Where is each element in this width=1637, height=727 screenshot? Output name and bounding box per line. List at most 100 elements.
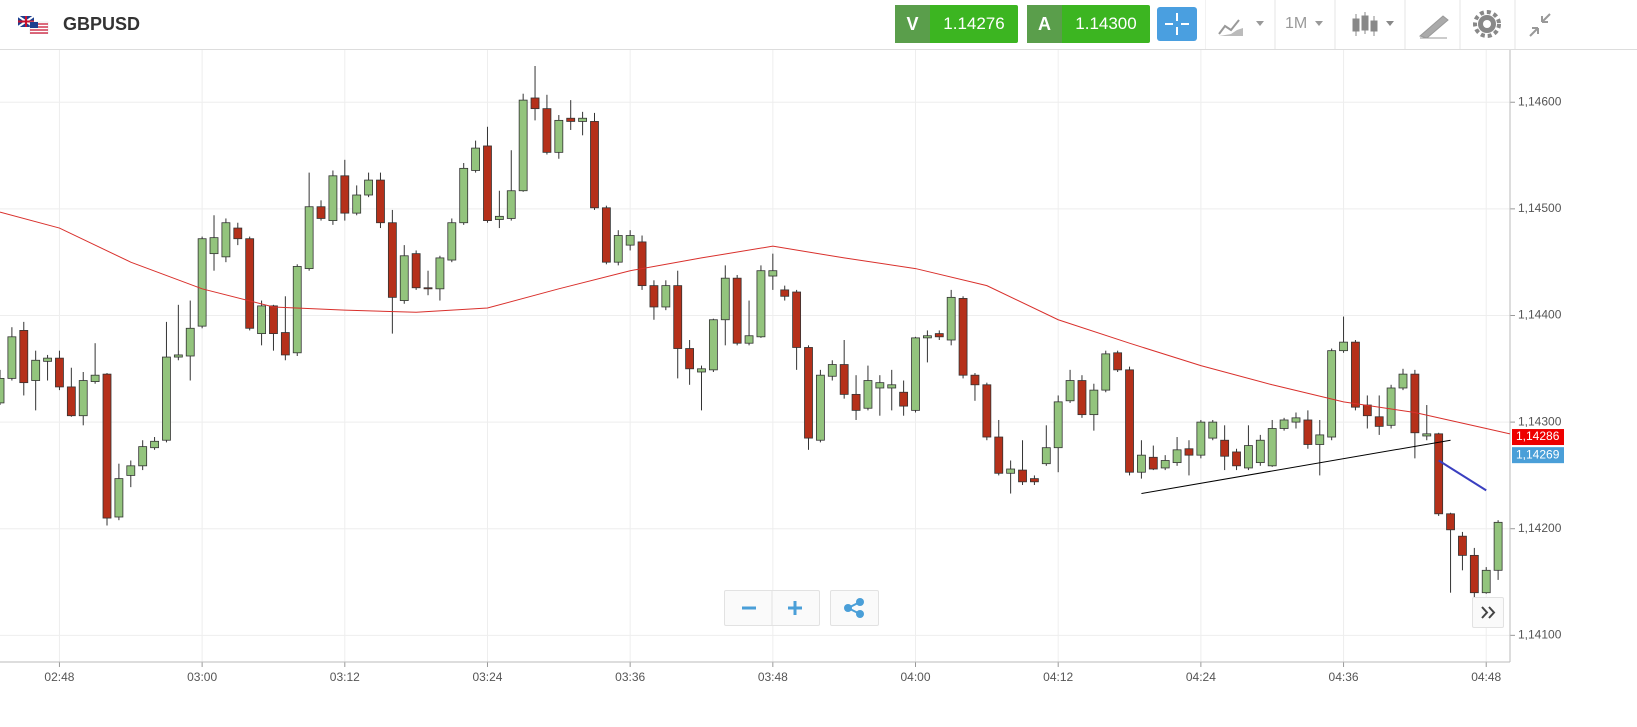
candle-body bbox=[685, 348, 695, 370]
candle-body bbox=[340, 175, 350, 214]
candle-body bbox=[756, 270, 766, 338]
sell-button[interactable]: V 1.14276 bbox=[895, 5, 1018, 43]
candle-body bbox=[185, 327, 195, 357]
candle-body bbox=[78, 380, 88, 417]
share-icon bbox=[844, 598, 864, 618]
candle-body bbox=[411, 253, 421, 289]
candle-body bbox=[613, 235, 623, 263]
candle-body bbox=[114, 478, 124, 518]
candle-body bbox=[1113, 352, 1123, 371]
crosshair-button[interactable] bbox=[1157, 7, 1197, 41]
candle-body bbox=[1172, 449, 1182, 464]
candle-body bbox=[483, 145, 492, 221]
flag-icon bbox=[18, 16, 49, 34]
candle-body bbox=[911, 337, 920, 411]
sell-label: V bbox=[895, 5, 930, 43]
candle-body bbox=[1018, 469, 1027, 483]
candle-body bbox=[1077, 380, 1087, 416]
x-tick-label: 03:12 bbox=[330, 670, 360, 684]
candle-body bbox=[923, 335, 932, 339]
candle-body bbox=[708, 319, 718, 371]
candle-body bbox=[1255, 439, 1265, 464]
candle-body bbox=[506, 190, 516, 219]
plot bbox=[0, 65, 1510, 599]
settings-button[interactable] bbox=[1473, 10, 1501, 38]
candle-body bbox=[19, 330, 29, 384]
collapse-button[interactable] bbox=[1529, 13, 1551, 37]
candle-body bbox=[138, 446, 148, 467]
candle-body bbox=[827, 364, 837, 377]
candle-body bbox=[209, 237, 219, 255]
candle-body bbox=[269, 305, 278, 335]
candle-body bbox=[780, 289, 790, 297]
candle-body bbox=[150, 440, 159, 449]
scroll-end-button[interactable] bbox=[1472, 597, 1504, 628]
candle-body bbox=[1327, 350, 1337, 438]
symbol: GBPUSD bbox=[63, 14, 141, 34]
candle-body bbox=[1065, 380, 1075, 402]
sell-price: 1.14276 bbox=[943, 14, 1005, 33]
candle-body bbox=[1053, 401, 1063, 449]
share-button[interactable] bbox=[830, 590, 879, 626]
zoom-in[interactable] bbox=[788, 601, 802, 615]
candle-body bbox=[1315, 434, 1325, 445]
candle-body bbox=[875, 382, 885, 389]
candle-body bbox=[1422, 433, 1432, 437]
x-tick-label: 04:12 bbox=[1043, 670, 1073, 684]
chart-type-button[interactable] bbox=[1218, 19, 1264, 36]
candle-body bbox=[1030, 478, 1039, 483]
candle-body bbox=[352, 194, 362, 214]
candle-body bbox=[31, 359, 41, 381]
candle-body bbox=[697, 368, 706, 373]
candle-body bbox=[1398, 373, 1408, 389]
candle-body bbox=[744, 335, 754, 344]
candle-body bbox=[1244, 445, 1253, 469]
candle-body bbox=[399, 255, 409, 301]
candle-body bbox=[1493, 521, 1503, 571]
candle-body bbox=[1006, 468, 1016, 474]
candle-body bbox=[66, 386, 76, 417]
candle-body bbox=[1196, 421, 1206, 456]
candle-body bbox=[1160, 460, 1170, 469]
candle-body bbox=[1125, 369, 1134, 473]
candle-body bbox=[590, 121, 599, 209]
candle-body bbox=[1446, 513, 1455, 531]
candle-body bbox=[162, 356, 171, 441]
candle-body bbox=[1339, 341, 1348, 352]
zoom-icons bbox=[742, 591, 802, 625]
candle-body bbox=[994, 436, 1004, 474]
draw-button[interactable] bbox=[1418, 15, 1449, 39]
candle-body bbox=[221, 222, 231, 258]
candle-body bbox=[126, 465, 136, 476]
candle-body bbox=[566, 117, 576, 122]
candle-body bbox=[601, 207, 611, 263]
candle-body bbox=[887, 384, 897, 389]
overlay-line bbox=[0, 211, 1510, 435]
candle-type-button[interactable] bbox=[1352, 12, 1394, 36]
x-tick-label: 03:24 bbox=[472, 670, 502, 684]
candle-body bbox=[7, 336, 17, 379]
y-tick-label: 1,14100 bbox=[1518, 628, 1562, 642]
candle-body bbox=[1101, 353, 1111, 391]
scroll-icon bbox=[1481, 606, 1496, 619]
y-tick-label: 1,14600 bbox=[1518, 94, 1562, 108]
candle-body bbox=[839, 364, 849, 395]
candle-body bbox=[899, 391, 909, 407]
y-tick-label: 1,14200 bbox=[1518, 521, 1562, 535]
candle-body bbox=[471, 147, 480, 171]
candle-body bbox=[946, 296, 956, 341]
y-tick-label: 1,14500 bbox=[1518, 201, 1562, 215]
buy-label: A bbox=[1027, 5, 1062, 43]
candle-body bbox=[958, 298, 968, 376]
candle-body bbox=[542, 108, 552, 153]
candle-body bbox=[328, 175, 338, 221]
x-tick-label: 03:00 bbox=[187, 670, 217, 684]
buy-button[interactable]: A 1.14300 bbox=[1027, 5, 1150, 43]
timeframe[interactable]: 1M bbox=[1285, 15, 1308, 32]
candle-body bbox=[280, 332, 290, 356]
candle-body bbox=[494, 215, 504, 220]
overlay-line bbox=[1141, 439, 1451, 495]
candle-body bbox=[625, 235, 635, 246]
candle-body bbox=[637, 241, 647, 287]
candle-body bbox=[233, 227, 243, 240]
